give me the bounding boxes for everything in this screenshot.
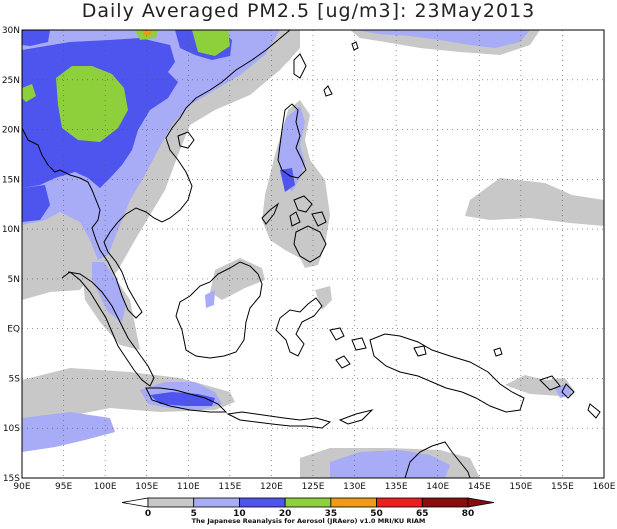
colorbar-label: 80: [462, 509, 475, 519]
colorbar-swatch: [284, 497, 332, 508]
credit-line: The Japanese Reanalysis for Aerosol (JRA…: [191, 517, 426, 525]
colorbar-label: 5: [191, 509, 197, 519]
lon-tick-labels: 90E 95E 100E 105E 110E 115E 120E 125E 130E 135E 14…: [13, 482, 615, 492]
colorbar-swatch: [467, 497, 495, 508]
map-frame: [21, 29, 605, 479]
lat-tick-label: 25N: [2, 76, 20, 86]
coast-lesser-sunda: [226, 411, 332, 429]
colorbar-swatch: [121, 497, 149, 508]
colorbar-label: 65: [416, 509, 429, 519]
lat-tick-label: 15N: [2, 175, 20, 185]
coast-hainan: [177, 131, 195, 149]
coast-australia: [404, 441, 471, 478]
lon-tick-label: 100E: [94, 482, 117, 492]
shade-lightblue-bay-sw: [22, 412, 115, 452]
colorbar-swatch: [147, 497, 195, 508]
lon-tick-label: 135E: [385, 482, 408, 492]
lon-tick-label: 120E: [260, 482, 283, 492]
colorbar-label: 50: [370, 509, 383, 519]
lat-tick-label: 5N: [8, 275, 20, 285]
lat-tick-label: 30N: [2, 26, 20, 36]
lat-tick-label: 10N: [2, 225, 20, 235]
coast-sulawesi: [275, 297, 323, 357]
map-grid: [22, 30, 604, 478]
lat-tick-label: 15S: [3, 474, 20, 484]
lon-tick-label: 140E: [426, 482, 449, 492]
lon-tick-label: 105E: [135, 482, 158, 492]
coast-visayas: [289, 195, 327, 227]
coastlines: [22, 30, 601, 478]
lat-tick-label: 10S: [3, 424, 20, 434]
coast-luzon: [277, 103, 307, 179]
lat-tick-label: 5S: [9, 374, 21, 384]
shade-gray-sulawesi: [315, 286, 332, 310]
coast-borneo: [175, 261, 263, 359]
colorbar: 0 5 10 20 35 50 65 80: [121, 497, 495, 519]
lon-tick-label: 95E: [55, 482, 72, 492]
colorbar-label: 20: [279, 509, 292, 519]
shade-green-burma: [56, 66, 128, 142]
coast-mainland: [22, 30, 291, 319]
colorbar-swatch: [193, 497, 240, 508]
lon-tick-label: 110E: [177, 482, 200, 492]
colorbar-label: 35: [325, 509, 338, 519]
shade-blue-java: [150, 392, 215, 406]
lon-tick-label: 145E: [468, 482, 491, 492]
coast-palawan: [261, 202, 280, 225]
lon-tick-label: 150E: [509, 482, 532, 492]
colorbar-swatch: [376, 497, 423, 508]
colorbar-swatch: [421, 497, 469, 508]
shade-lightblue-pacific-spot: [555, 384, 572, 398]
lon-tick-label: 90E: [13, 482, 30, 492]
shade-gray-pacific: [465, 178, 604, 226]
shade-blue-west-left: [22, 185, 50, 222]
shade-lightblue-sumatra: [92, 262, 126, 322]
colorbar-label: 10: [233, 509, 246, 519]
coast-islands-east: [329, 327, 427, 369]
shade-blue-topleft: [22, 30, 50, 46]
lat-tick-labels: 30N 25N 20N 15N 10N 5N EQ 5S 10S 15S: [2, 26, 20, 484]
coast-taiwan: [293, 53, 307, 79]
shade-lightblue-ne: [355, 30, 530, 48]
shade-lightblue-borneo: [205, 290, 215, 308]
shade-green-north: [192, 30, 230, 56]
lon-tick-label: 115E: [218, 482, 241, 492]
map-title: Daily Averaged PM2.5 [ug/m3]: 23May2013: [81, 0, 536, 22]
shade-blue-philippines: [280, 168, 295, 192]
coast-java: [145, 387, 228, 413]
lon-tick-label: 155E: [551, 482, 574, 492]
coast-pacific-isles: [493, 347, 601, 419]
shade-lightblue-south: [330, 450, 450, 478]
colorbar-swatch: [330, 497, 377, 508]
coast-small-north: [323, 41, 359, 97]
coast-sumatra: [61, 271, 155, 387]
lat-tick-label: 20N: [2, 126, 20, 136]
colorbar-label: 0: [145, 509, 151, 519]
shade-green-left: [22, 84, 36, 102]
lon-tick-label: 125E: [302, 482, 325, 492]
lat-tick-label: EQ: [7, 325, 20, 335]
coast-newguinea: [369, 333, 525, 413]
pm25-shading: [22, 30, 604, 478]
coast-timor: [338, 409, 374, 425]
colorbar-swatch: [239, 497, 286, 508]
lon-tick-label: 130E: [343, 482, 366, 492]
shade-orange-top: [142, 30, 152, 35]
lon-tick-label: 160E: [593, 482, 616, 492]
coast-mindanao: [293, 225, 327, 263]
